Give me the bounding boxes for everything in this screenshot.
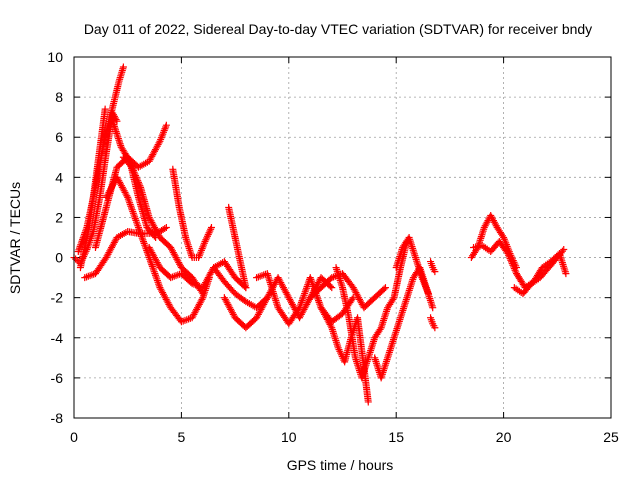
- x-tick-label: 15: [388, 429, 404, 445]
- data-point-marker: [134, 178, 142, 186]
- data-point-marker: [242, 284, 250, 292]
- data-point-marker: [155, 139, 163, 147]
- data-point-marker: [506, 255, 514, 263]
- data-point-marker: [381, 284, 389, 292]
- y-tick-label: -4: [51, 330, 64, 346]
- y-tick-label: -8: [51, 410, 64, 426]
- data-point-marker: [431, 268, 439, 276]
- data-point-marker: [119, 63, 127, 71]
- series-arc-9: [169, 165, 215, 262]
- data-point-marker: [509, 261, 517, 269]
- data-points: [70, 63, 570, 406]
- y-tick-labels: -8 -6 -4 -2 0 2 4 6 8 10: [47, 49, 63, 426]
- data-point-marker: [380, 285, 388, 293]
- data-point-marker: [510, 263, 518, 271]
- data-point-marker: [429, 304, 437, 312]
- x-tick-label: 0: [70, 429, 78, 445]
- series-arc-21: [427, 258, 439, 276]
- data-point-marker: [132, 172, 140, 180]
- y-axis-label: SDTVAR / TECUs: [7, 182, 23, 294]
- data-point-marker: [294, 305, 302, 313]
- data-point-marker: [77, 241, 85, 249]
- data-point-marker: [133, 175, 141, 183]
- y-tick-label: -2: [51, 290, 64, 306]
- series-arc-10: [145, 244, 250, 292]
- data-point-marker: [508, 260, 516, 268]
- data-point-marker: [123, 192, 131, 200]
- data-point-marker: [348, 295, 356, 303]
- y-tick-label: -6: [51, 370, 64, 386]
- data-point-marker: [505, 251, 513, 259]
- data-point-marker: [389, 295, 397, 303]
- data-point-marker: [76, 242, 84, 250]
- chart-title: Day 011 of 2022, Sidereal Day-to-day VTE…: [84, 21, 592, 37]
- series-arc-19: [392, 234, 432, 298]
- data-point-marker: [162, 223, 170, 231]
- series-arc-3: [76, 105, 109, 272]
- data-point-marker: [132, 173, 140, 181]
- data-point-marker: [134, 177, 142, 185]
- data-point-marker: [161, 224, 169, 232]
- data-point-marker: [136, 182, 144, 190]
- series-arc-7: [119, 153, 207, 298]
- data-point-marker: [101, 105, 109, 113]
- data-point-marker: [129, 167, 137, 175]
- data-point-marker: [72, 255, 80, 263]
- data-point-marker: [327, 322, 335, 330]
- data-point-marker: [431, 324, 439, 332]
- data-point-marker: [78, 237, 86, 245]
- x-tick-label: 5: [178, 429, 186, 445]
- data-point-marker: [162, 121, 170, 129]
- series-arc-24: [510, 246, 568, 298]
- data-point-marker: [512, 268, 520, 276]
- series-arc-16: [317, 304, 372, 406]
- y-tick-label: 10: [47, 49, 63, 65]
- x-tick-label: 10: [281, 429, 297, 445]
- data-point-marker: [131, 170, 139, 178]
- y-tick-label: 0: [55, 250, 63, 266]
- data-point-marker: [326, 282, 334, 290]
- data-point-marker: [507, 258, 515, 266]
- data-point-marker: [364, 398, 372, 406]
- y-tick-label: 4: [55, 169, 63, 185]
- series-arc-12: [225, 203, 250, 292]
- data-point-marker: [328, 284, 336, 292]
- data-point-marker: [560, 246, 568, 254]
- data-point-marker: [376, 325, 384, 333]
- series-arc-15: [306, 270, 389, 312]
- plot-frame: [73, 56, 612, 419]
- series-arc-8: [102, 173, 213, 326]
- y-tick-label: 2: [55, 209, 63, 225]
- x-axis-label: GPS time / hours: [287, 457, 394, 473]
- data-point-marker: [198, 295, 206, 303]
- data-point-marker: [128, 163, 136, 171]
- series-arc-20: [427, 314, 439, 332]
- x-tick-label: 20: [496, 429, 512, 445]
- series-arc-1: [70, 109, 121, 268]
- data-point-marker: [135, 180, 143, 188]
- data-point-marker: [562, 270, 570, 278]
- data-point-marker: [507, 256, 515, 264]
- data-point-marker: [129, 165, 137, 173]
- data-point-marker: [424, 290, 432, 298]
- data-point-marker: [130, 168, 138, 176]
- data-point-marker: [77, 239, 85, 247]
- data-point-marker: [207, 223, 215, 231]
- data-point-marker: [505, 253, 513, 261]
- data-point-marker: [511, 266, 519, 274]
- y-tick-label: 8: [55, 89, 63, 105]
- data-point-marker: [510, 265, 518, 273]
- x-tick-label: 25: [603, 429, 619, 445]
- y-tick-label: 6: [55, 129, 63, 145]
- data-point-marker: [504, 250, 512, 258]
- x-tick-labels: 0 5 10 15 20 25: [70, 429, 619, 445]
- data-point-marker: [558, 247, 566, 255]
